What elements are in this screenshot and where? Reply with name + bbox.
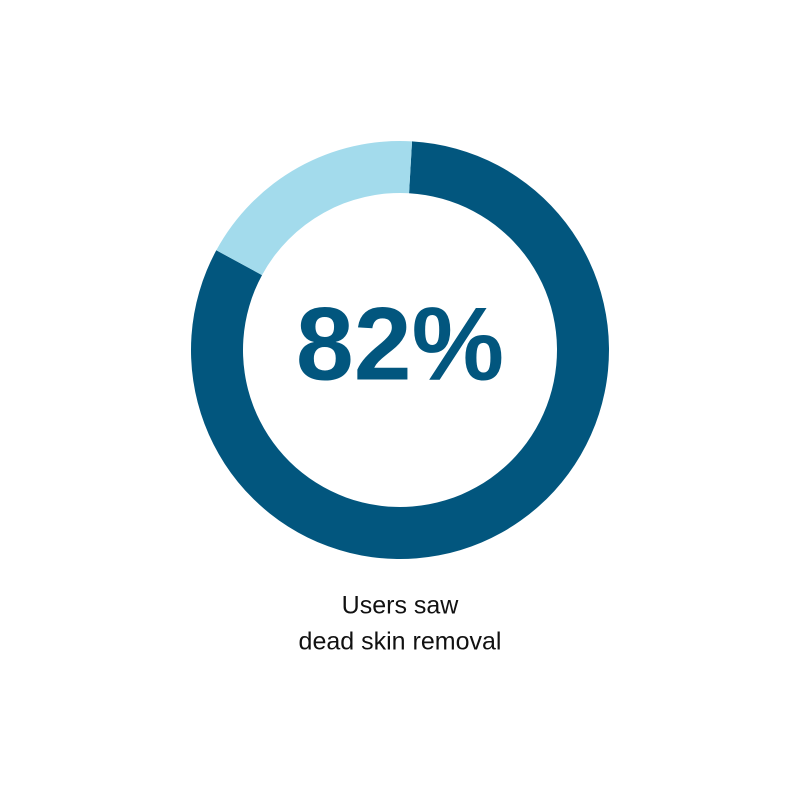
donut-segment xyxy=(216,141,413,276)
caption-line: dead skin removal xyxy=(299,628,502,656)
center-label: 82% xyxy=(296,286,504,402)
donut xyxy=(191,141,609,559)
caption-line: Users saw xyxy=(342,592,460,620)
